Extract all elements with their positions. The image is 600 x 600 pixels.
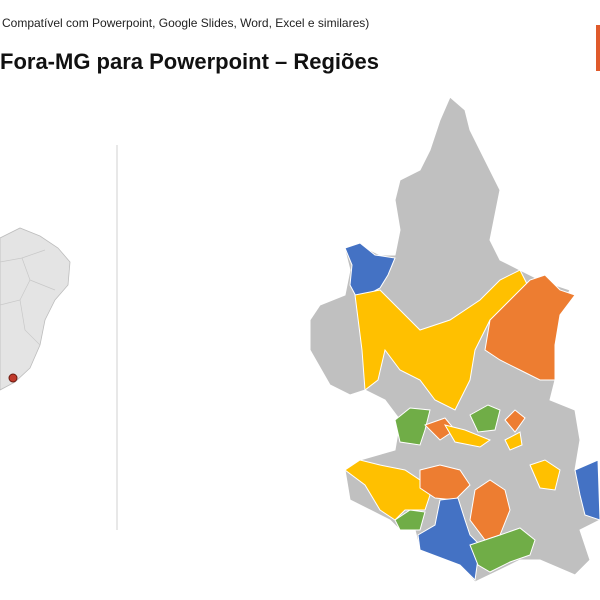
- region-yellow: [354, 269, 531, 411]
- brazil-borders: [0, 249, 56, 346]
- region-green-2: [394, 509, 536, 573]
- region-blue-2: [417, 459, 600, 582]
- region-orange: [484, 274, 576, 381]
- region-yellow-2: [443, 424, 523, 451]
- accent-bar: [596, 25, 600, 71]
- subtitle: Compatível com Powerpoint, Google Slides…: [2, 16, 370, 30]
- region-yellow-3: [344, 459, 561, 521]
- region-green: [394, 404, 501, 446]
- region-orange-3: [419, 464, 511, 541]
- location-marker: [8, 373, 18, 383]
- slide-title: Fora-MG para Powerpoint – Regiões: [0, 49, 379, 74]
- region-blue: [344, 242, 396, 301]
- brazil-map: [0, 227, 71, 391]
